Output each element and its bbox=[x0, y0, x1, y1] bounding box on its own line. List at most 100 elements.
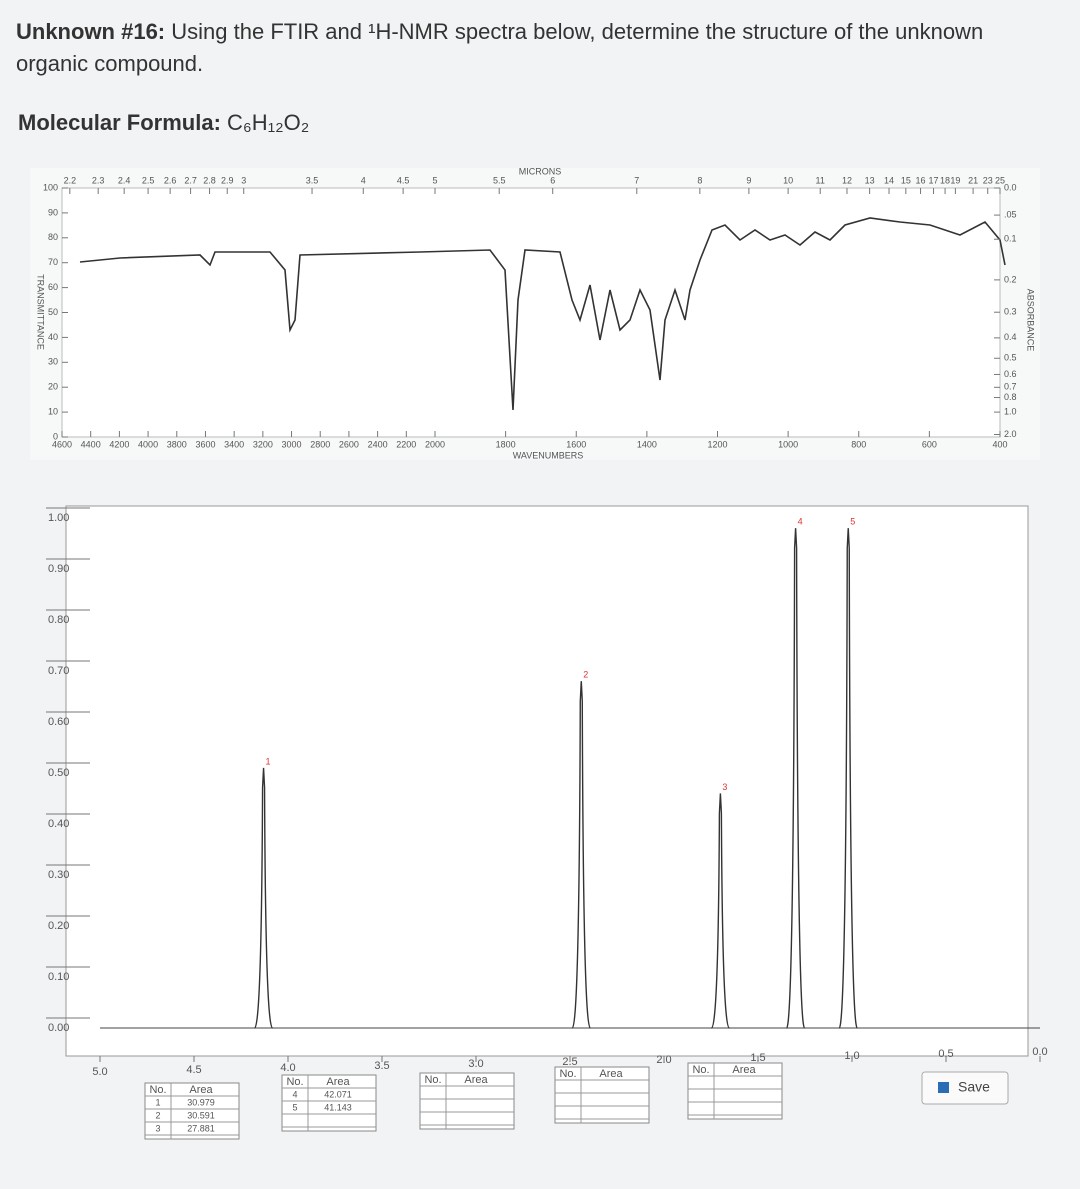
table-header: No. bbox=[424, 1074, 441, 1086]
wavenumber-label: 1800 bbox=[496, 439, 516, 449]
nmr-peak bbox=[785, 528, 806, 1029]
wavenumber-label: 3400 bbox=[224, 439, 244, 449]
micron-label: 4.5 bbox=[397, 175, 410, 185]
transmittance-label: 40 bbox=[48, 332, 58, 342]
micron-label: 16 bbox=[916, 175, 926, 185]
microns-label: MICRONS bbox=[519, 166, 562, 176]
nmr-y-label: 0.00 bbox=[48, 1022, 69, 1034]
wavenumber-label: 2400 bbox=[368, 439, 388, 449]
micron-label: 10 bbox=[783, 175, 793, 185]
table-cell: 1 bbox=[155, 1097, 160, 1107]
micron-label: 2.7 bbox=[184, 175, 197, 185]
question: Unknown #16: Using the FTIR and ¹H-NMR s… bbox=[16, 16, 1056, 80]
peak-label: 4 bbox=[798, 517, 803, 527]
wavenumber-label: 600 bbox=[922, 439, 937, 449]
wavenumber-label: 1200 bbox=[707, 439, 727, 449]
micron-label: 12 bbox=[842, 175, 852, 185]
micron-label: 3.5 bbox=[306, 175, 319, 185]
nmr-y-label: 0.40 bbox=[48, 818, 69, 830]
transmittance-label: 20 bbox=[48, 382, 58, 392]
wavenumber-label: 2000 bbox=[425, 439, 445, 449]
wavenumber-label: 4000 bbox=[138, 439, 158, 449]
transmittance-axis-label: TRANSMITTANCE bbox=[36, 274, 46, 350]
peak-label: 1 bbox=[266, 756, 271, 766]
micron-label: 18 bbox=[940, 175, 950, 185]
wavenumber-label: 1000 bbox=[778, 439, 798, 449]
wavenumber-label: 4200 bbox=[109, 439, 129, 449]
micron-label: 11 bbox=[816, 175, 825, 185]
wavenumber-label: 3800 bbox=[167, 439, 187, 449]
nmr-peak bbox=[253, 767, 274, 1029]
nmr-x-label: 2.0 bbox=[656, 1054, 671, 1066]
wavenumber-label: 2200 bbox=[396, 439, 416, 449]
transmittance-label: 100 bbox=[43, 182, 58, 192]
table-cell: 42.071 bbox=[324, 1089, 352, 1099]
ir-trace bbox=[79, 217, 1006, 411]
wavenumber-label: 3000 bbox=[282, 439, 302, 449]
absorbance-label: 0.5 bbox=[1004, 353, 1017, 363]
formula-value: C₆H₁₂O₂ bbox=[227, 110, 310, 135]
table-header: Area bbox=[599, 1068, 623, 1080]
table-header: No. bbox=[559, 1068, 576, 1080]
table-header: Area bbox=[464, 1074, 488, 1086]
transmittance-label: 80 bbox=[48, 232, 58, 242]
micron-label: 17 bbox=[929, 175, 939, 185]
micron-label: 2.2 bbox=[64, 175, 77, 185]
formula: Molecular Formula: C₆H₁₂O₂ bbox=[18, 110, 309, 136]
micron-label: 2.3 bbox=[92, 175, 105, 185]
table-header: Area bbox=[732, 1064, 756, 1076]
integration-table bbox=[281, 1074, 377, 1132]
table-cell: 27.881 bbox=[187, 1123, 215, 1133]
absorbance-label: 0.1 bbox=[1004, 234, 1017, 244]
nmr-peak bbox=[710, 793, 731, 1029]
nmr-y-label: 0.80 bbox=[48, 614, 69, 626]
table-header: No. bbox=[149, 1084, 166, 1096]
absorbance-label: 0.0 bbox=[1004, 182, 1017, 192]
micron-label: 4 bbox=[361, 175, 366, 185]
micron-label: 9 bbox=[746, 175, 751, 185]
table-cell: 30.591 bbox=[187, 1110, 215, 1120]
micron-label: 8 bbox=[697, 175, 702, 185]
integration-table bbox=[144, 1082, 240, 1140]
micron-label: 23 bbox=[983, 175, 993, 185]
wavenumber-label: 1600 bbox=[566, 439, 586, 449]
nmr-x-label: 1.0 bbox=[844, 1050, 859, 1062]
transmittance-label: 60 bbox=[48, 282, 58, 292]
absorbance-label: 0.2 bbox=[1004, 274, 1017, 284]
micron-label: 2.9 bbox=[221, 175, 234, 185]
table-header: Area bbox=[326, 1076, 350, 1088]
table-header: No. bbox=[692, 1064, 709, 1076]
peak-label: 5 bbox=[850, 517, 855, 527]
wavenumber-label: 2800 bbox=[310, 439, 330, 449]
save-icon bbox=[938, 1082, 949, 1093]
nmr-x-label: 4.0 bbox=[280, 1062, 295, 1074]
nmr-x-label: 5.0 bbox=[92, 1066, 107, 1078]
table-cell: 5 bbox=[292, 1102, 297, 1112]
save-label[interactable]: Save bbox=[958, 1079, 990, 1095]
nmr-frame bbox=[65, 505, 1029, 1057]
peak-label: 3 bbox=[722, 782, 727, 792]
wavenumber-label: 3200 bbox=[253, 439, 273, 449]
nmr-peak bbox=[838, 528, 858, 1029]
nmr-x-label: 4.5 bbox=[186, 1064, 201, 1076]
question-text: Using the FTIR and ¹H-NMR spectra below,… bbox=[16, 19, 984, 76]
wavenumber-label: 1400 bbox=[637, 439, 657, 449]
micron-label: 2.5 bbox=[142, 175, 155, 185]
nmr-x-label: 3.5 bbox=[374, 1060, 389, 1072]
formula-label: Molecular Formula: bbox=[18, 110, 221, 135]
wavenumber-label: 4600 bbox=[52, 439, 72, 449]
nmr-x-label: 3.0 bbox=[468, 1058, 483, 1070]
save-button[interactable] bbox=[921, 1071, 1009, 1105]
table-header: No. bbox=[286, 1076, 303, 1088]
absorbance-axis-label: ABSORBANCE bbox=[1026, 289, 1036, 352]
ir-frame bbox=[61, 187, 1001, 438]
table-header: Area bbox=[189, 1084, 213, 1096]
wavenumber-label: 400 bbox=[992, 439, 1007, 449]
micron-label: 14 bbox=[884, 175, 894, 185]
question-label: Unknown #16: bbox=[16, 19, 166, 44]
integration-table bbox=[554, 1066, 650, 1124]
micron-label: 19 bbox=[950, 175, 960, 185]
table-cell: 41.143 bbox=[324, 1102, 352, 1112]
